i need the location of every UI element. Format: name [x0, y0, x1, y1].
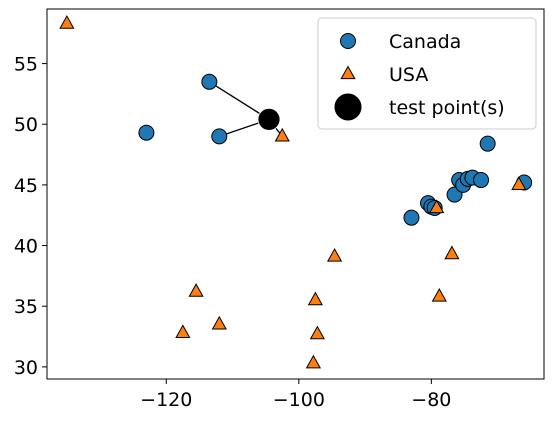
canada-point — [211, 128, 228, 145]
legend-canada-marker — [340, 33, 356, 49]
usa-point — [175, 324, 191, 339]
usa-point — [274, 127, 290, 142]
x-tick-label: −120 — [140, 389, 192, 411]
x-axis-ticks: −120 −100 −80 — [140, 379, 451, 411]
legend-usa-marker — [340, 65, 356, 80]
y-tick-label: 45 — [14, 175, 38, 197]
legend-test-point-s-marker — [334, 93, 362, 121]
y-tick-label: 35 — [14, 296, 38, 318]
usa-point — [444, 245, 460, 260]
y-axis-ticks: 30 35 40 45 50 55 — [14, 54, 47, 379]
canada-point — [479, 135, 496, 152]
canada-point — [201, 73, 218, 90]
usa-point — [307, 291, 323, 306]
y-tick-label: 30 — [14, 357, 38, 379]
x-tick-label: −100 — [273, 389, 325, 411]
canada-point — [138, 124, 155, 141]
scatter-points — [59, 15, 533, 369]
usa-point — [59, 15, 75, 29]
test-point-s-point — [257, 107, 281, 131]
usa-point — [429, 199, 445, 214]
neighbor-link — [209, 81, 270, 120]
usa-point — [305, 354, 321, 369]
y-tick-label: 55 — [14, 54, 38, 76]
canada-point — [473, 172, 490, 189]
legend-label: USA — [389, 64, 428, 86]
usa-point — [309, 325, 325, 340]
legend-label: test point(s) — [389, 97, 505, 119]
canada-point — [403, 209, 420, 226]
legend-entries: Canada USA test point(s) — [334, 31, 505, 121]
usa-point — [431, 287, 447, 302]
usa-point — [326, 247, 343, 262]
usa-point — [211, 315, 227, 330]
legend-label: Canada — [389, 31, 461, 53]
legend: Canada USA test point(s) — [317, 17, 537, 130]
y-tick-label: 50 — [14, 114, 38, 136]
x-tick-label: −80 — [411, 389, 451, 411]
legend-frame — [317, 17, 537, 130]
usa-point — [511, 176, 527, 191]
y-tick-label: 40 — [14, 236, 38, 258]
usa-point — [188, 283, 204, 297]
